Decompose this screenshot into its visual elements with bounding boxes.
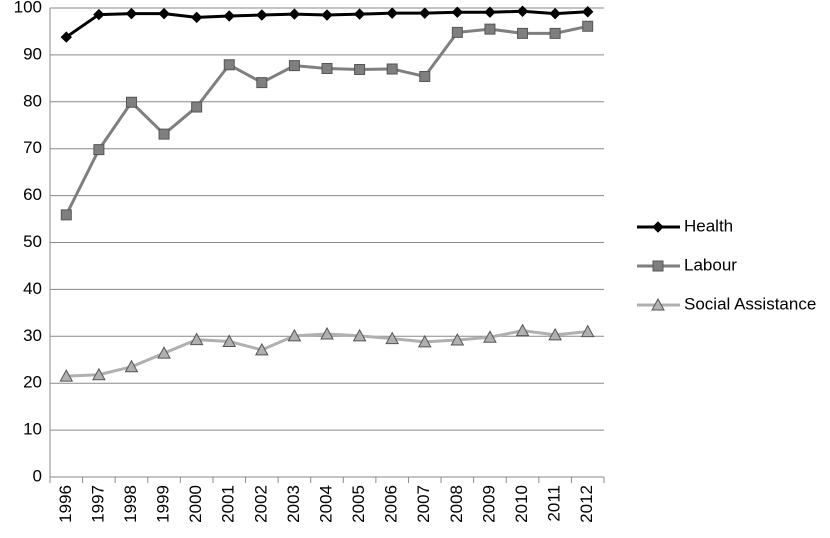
y-tick-label: 60 (23, 185, 42, 204)
marker (158, 7, 170, 20)
y-tick-label: 70 (23, 138, 42, 157)
marker (223, 10, 235, 22)
marker (59, 369, 74, 382)
marker (549, 27, 561, 39)
marker (254, 342, 269, 356)
legend-label: Health (684, 216, 733, 235)
marker (93, 144, 105, 156)
marker (419, 70, 431, 82)
marker (125, 7, 138, 20)
marker (549, 7, 561, 20)
marker (516, 5, 529, 17)
marker (652, 260, 664, 272)
marker (157, 346, 171, 359)
marker (386, 63, 398, 75)
marker (581, 6, 594, 18)
x-tick-label: 2008 (447, 485, 466, 523)
y-tick-label: 90 (23, 44, 42, 63)
x-tick-label: 2000 (186, 485, 205, 523)
marker (288, 8, 301, 20)
marker (158, 128, 170, 140)
x-tick-label: 2003 (284, 485, 303, 523)
x-tick-label: 1997 (88, 485, 107, 523)
marker (256, 9, 268, 21)
marker (517, 27, 529, 39)
x-tick-label: 2005 (349, 485, 368, 523)
marker (484, 6, 496, 18)
y-tick-label: 50 (23, 232, 42, 251)
y-tick-label: 0 (33, 466, 42, 485)
marker (419, 7, 431, 19)
legend-label: Social Assistance (684, 294, 816, 313)
marker (483, 330, 497, 343)
marker (189, 332, 204, 346)
marker (451, 26, 463, 38)
marker (321, 63, 333, 75)
x-tick-label: 2012 (577, 485, 596, 523)
marker (222, 334, 237, 347)
marker (124, 359, 139, 373)
legend-label: Labour (684, 255, 737, 274)
marker (451, 6, 464, 18)
x-tick-label: 1999 (154, 485, 173, 523)
marker (92, 367, 106, 381)
x-tick-label: 2006 (382, 485, 401, 523)
x-tick-label: 2002 (251, 485, 270, 523)
marker (652, 221, 664, 233)
y-tick-label: 30 (23, 326, 42, 345)
marker (321, 9, 333, 21)
x-tick-label: 2011 (545, 485, 564, 522)
marker (353, 8, 366, 20)
marker (288, 60, 300, 72)
y-tick-label: 80 (23, 91, 42, 110)
marker (417, 334, 432, 348)
x-tick-label: 2001 (219, 485, 238, 523)
marker (484, 23, 496, 35)
x-tick-label: 1998 (121, 485, 140, 523)
marker (125, 96, 137, 108)
y-tick-label: 40 (23, 279, 42, 298)
marker (450, 333, 465, 346)
marker (60, 209, 72, 221)
x-tick-label: 2010 (512, 485, 531, 523)
x-tick-label: 2004 (316, 485, 335, 523)
y-tick-label: 100 (14, 0, 42, 16)
marker (320, 326, 334, 340)
marker (582, 20, 594, 32)
marker (548, 327, 562, 341)
marker (580, 324, 595, 338)
marker (190, 11, 203, 24)
marker (287, 328, 302, 342)
marker (386, 7, 398, 19)
x-tick-label: 2007 (414, 485, 433, 523)
marker (60, 31, 73, 43)
marker (515, 323, 530, 337)
marker (191, 101, 203, 113)
marker (354, 63, 366, 75)
marker (352, 328, 367, 342)
x-tick-label: 2009 (479, 485, 498, 523)
y-tick-label: 20 (23, 373, 42, 392)
marker (256, 77, 268, 89)
marker (651, 297, 665, 311)
marker (223, 59, 235, 71)
x-tick-label: 1996 (56, 485, 75, 523)
marker (93, 8, 105, 21)
y-tick-label: 10 (23, 420, 42, 439)
marker (385, 331, 400, 345)
